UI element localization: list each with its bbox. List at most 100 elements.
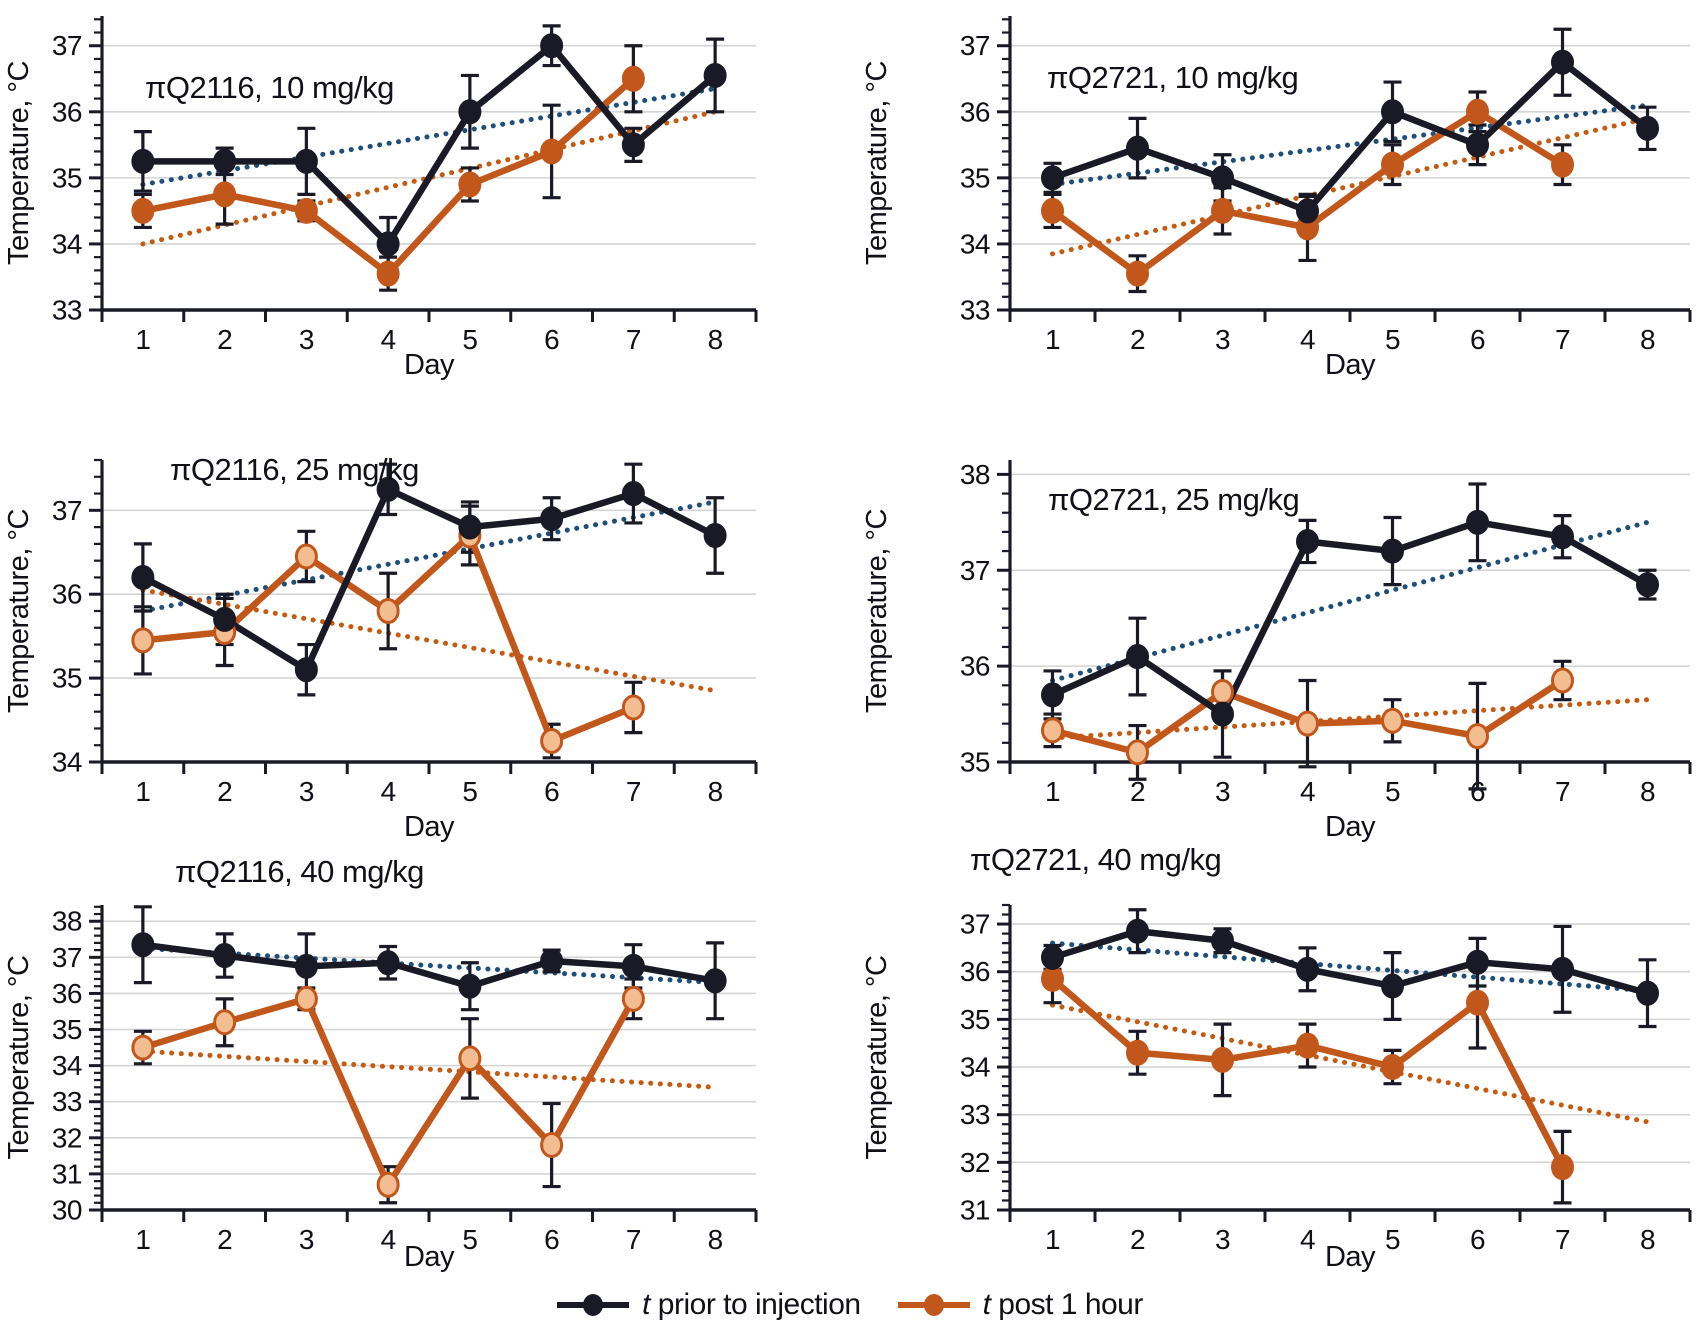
svg-text:34: 34 <box>52 228 82 259</box>
svg-text:1: 1 <box>1045 1224 1060 1255</box>
chart-pq2116-25mgkg: 34 35 36 37 1 2 3 4 5 6 7 8 πQ2116, 25 mg/kg Day Tempe… <box>0 390 760 850</box>
svg-text:3: 3 <box>1215 776 1230 807</box>
legend-label-prior: t prior to injection <box>642 1287 861 1322</box>
svg-text:6: 6 <box>544 324 559 355</box>
legend-label-post: t post 1 hour <box>982 1287 1144 1322</box>
svg-text:Temperature, °C: Temperature, °C <box>861 61 893 265</box>
svg-text:2: 2 <box>217 1224 232 1255</box>
svg-text:5: 5 <box>462 1224 477 1255</box>
svg-text:35: 35 <box>960 1004 990 1035</box>
svg-text:30: 30 <box>52 1195 82 1226</box>
panel-pq2116-25mgkg: 34 35 36 37 1 2 3 4 5 6 7 8 πQ2116, 25 mg/kg Day Tempe… <box>0 390 760 850</box>
svg-text:6: 6 <box>544 776 559 807</box>
svg-text:πQ2116, 25 mg/kg: πQ2116, 25 mg/kg <box>170 452 419 487</box>
svg-text:37: 37 <box>960 30 990 61</box>
svg-text:37: 37 <box>960 909 990 940</box>
svg-text:34: 34 <box>960 228 990 259</box>
panel-pq2721-10mgkg: 33 34 35 36 37 1 2 3 4 5 6 7 8 πQ2721, 10 mg/kg Day Tem… <box>850 0 1697 390</box>
svg-text:34: 34 <box>52 1050 82 1081</box>
svg-text:34: 34 <box>960 1052 990 1083</box>
svg-text:35: 35 <box>52 1014 82 1045</box>
svg-text:8: 8 <box>708 776 723 807</box>
svg-text:35: 35 <box>52 162 82 193</box>
svg-text:Temperature, °C: Temperature, °C <box>3 61 35 265</box>
svg-text:33: 33 <box>960 1099 990 1130</box>
svg-text:1: 1 <box>135 324 150 355</box>
legend-post-text: post 1 hour <box>990 1287 1143 1321</box>
svg-text:38: 38 <box>960 459 990 490</box>
svg-text:6: 6 <box>1470 776 1485 807</box>
svg-text:32: 32 <box>960 1147 990 1178</box>
svg-text:1: 1 <box>1045 324 1060 355</box>
svg-text:37: 37 <box>52 30 82 61</box>
svg-text:36: 36 <box>52 978 82 1009</box>
svg-text:4: 4 <box>1300 324 1315 355</box>
svg-text:πQ2721, 25 mg/kg: πQ2721, 25 mg/kg <box>1048 482 1299 517</box>
svg-text:2: 2 <box>1130 1224 1145 1255</box>
svg-text:5: 5 <box>1385 1224 1400 1255</box>
svg-text:5: 5 <box>462 776 477 807</box>
svg-text:8: 8 <box>708 1224 723 1255</box>
svg-text:3: 3 <box>299 1224 314 1255</box>
svg-text:7: 7 <box>1555 324 1570 355</box>
svg-text:Day: Day <box>404 349 455 381</box>
svg-text:33: 33 <box>52 295 82 326</box>
svg-text:36: 36 <box>52 96 82 127</box>
svg-text:1: 1 <box>1045 776 1060 807</box>
svg-text:Temperature, °C: Temperature, °C <box>3 956 35 1160</box>
svg-text:Day: Day <box>404 1241 455 1273</box>
svg-text:36: 36 <box>960 651 990 682</box>
chart-pq2721-40mgkg: 31 32 33 34 35 36 37 1 2 3 4 5 6 7 8 πQ2721, 40 mg/kg Da… <box>850 842 1697 1273</box>
svg-text:31: 31 <box>960 1195 990 1226</box>
svg-text:Day: Day <box>1325 349 1376 381</box>
prior-series-swatch-icon <box>557 1293 630 1316</box>
svg-text:3: 3 <box>1215 324 1230 355</box>
svg-text:4: 4 <box>1300 1224 1315 1255</box>
svg-text:8: 8 <box>708 324 723 355</box>
panel-pq2721-25mgkg: 35 36 37 38 1 2 3 4 5 6 7 8 πQ2721, 25 mg/kg Day Tempe… <box>850 390 1697 850</box>
svg-text:πQ2721, 10 mg/kg: πQ2721, 10 mg/kg <box>1047 60 1298 95</box>
svg-text:4: 4 <box>381 1224 396 1255</box>
svg-text:37: 37 <box>960 555 990 586</box>
svg-text:36: 36 <box>960 956 990 987</box>
svg-text:3: 3 <box>299 324 314 355</box>
svg-text:Temperature, °C: Temperature, °C <box>861 956 893 1160</box>
chart-pq2116-40mgkg: 30 31 32 33 34 35 36 37 38 1 2 3 4 5 6 7 8 πQ2116, 40 mg/… <box>0 850 760 1273</box>
svg-text:7: 7 <box>626 1224 641 1255</box>
chart-pq2721-25mgkg: 35 36 37 38 1 2 3 4 5 6 7 8 πQ2721, 25 mg/kg Day Tempe… <box>850 390 1697 850</box>
svg-text:35: 35 <box>52 663 82 694</box>
legend-prior-prefix: t <box>642 1287 650 1321</box>
svg-text:5: 5 <box>1385 776 1400 807</box>
svg-text:Day: Day <box>1325 1241 1376 1273</box>
svg-text:36: 36 <box>52 579 82 610</box>
legend-item-post: t post 1 hour <box>895 1288 1143 1322</box>
svg-text:2: 2 <box>1130 324 1145 355</box>
legend-item-prior: t prior to injection <box>554 1287 861 1322</box>
chart-pq2116-10mgkg: 33 34 35 36 37 1 2 3 4 5 6 7 8 πQ2116, 10 mg/kg Day Tem… <box>0 0 760 390</box>
svg-text:πQ2721, 40 mg/kg: πQ2721, 40 mg/kg <box>970 842 1221 877</box>
svg-text:2: 2 <box>1130 776 1145 807</box>
legend: t prior to injection t post 1 hour <box>0 1270 1697 1339</box>
svg-text:Temperature, °C: Temperature, °C <box>3 509 35 713</box>
svg-text:1: 1 <box>135 1224 150 1255</box>
svg-text:7: 7 <box>626 776 641 807</box>
svg-text:37: 37 <box>52 942 82 973</box>
svg-text:6: 6 <box>1470 1224 1485 1255</box>
svg-text:1: 1 <box>135 776 150 807</box>
svg-text:7: 7 <box>1555 1224 1570 1255</box>
svg-text:7: 7 <box>626 324 641 355</box>
svg-text:3: 3 <box>299 776 314 807</box>
svg-text:πQ2116, 40 mg/kg: πQ2116, 40 mg/kg <box>175 854 424 889</box>
svg-text:8: 8 <box>1640 1224 1655 1255</box>
svg-text:3: 3 <box>1215 1224 1230 1255</box>
svg-text:33: 33 <box>52 1086 82 1117</box>
post-series-swatch-icon <box>897 1293 970 1316</box>
svg-text:Day: Day <box>404 811 455 843</box>
svg-text:35: 35 <box>960 162 990 193</box>
svg-text:38: 38 <box>52 906 82 937</box>
svg-text:Temperature, °C: Temperature, °C <box>861 509 893 713</box>
legend-post-prefix: t <box>982 1287 991 1321</box>
svg-text:6: 6 <box>1470 324 1485 355</box>
svg-text:πQ2116, 10 mg/kg: πQ2116, 10 mg/kg <box>145 70 394 105</box>
